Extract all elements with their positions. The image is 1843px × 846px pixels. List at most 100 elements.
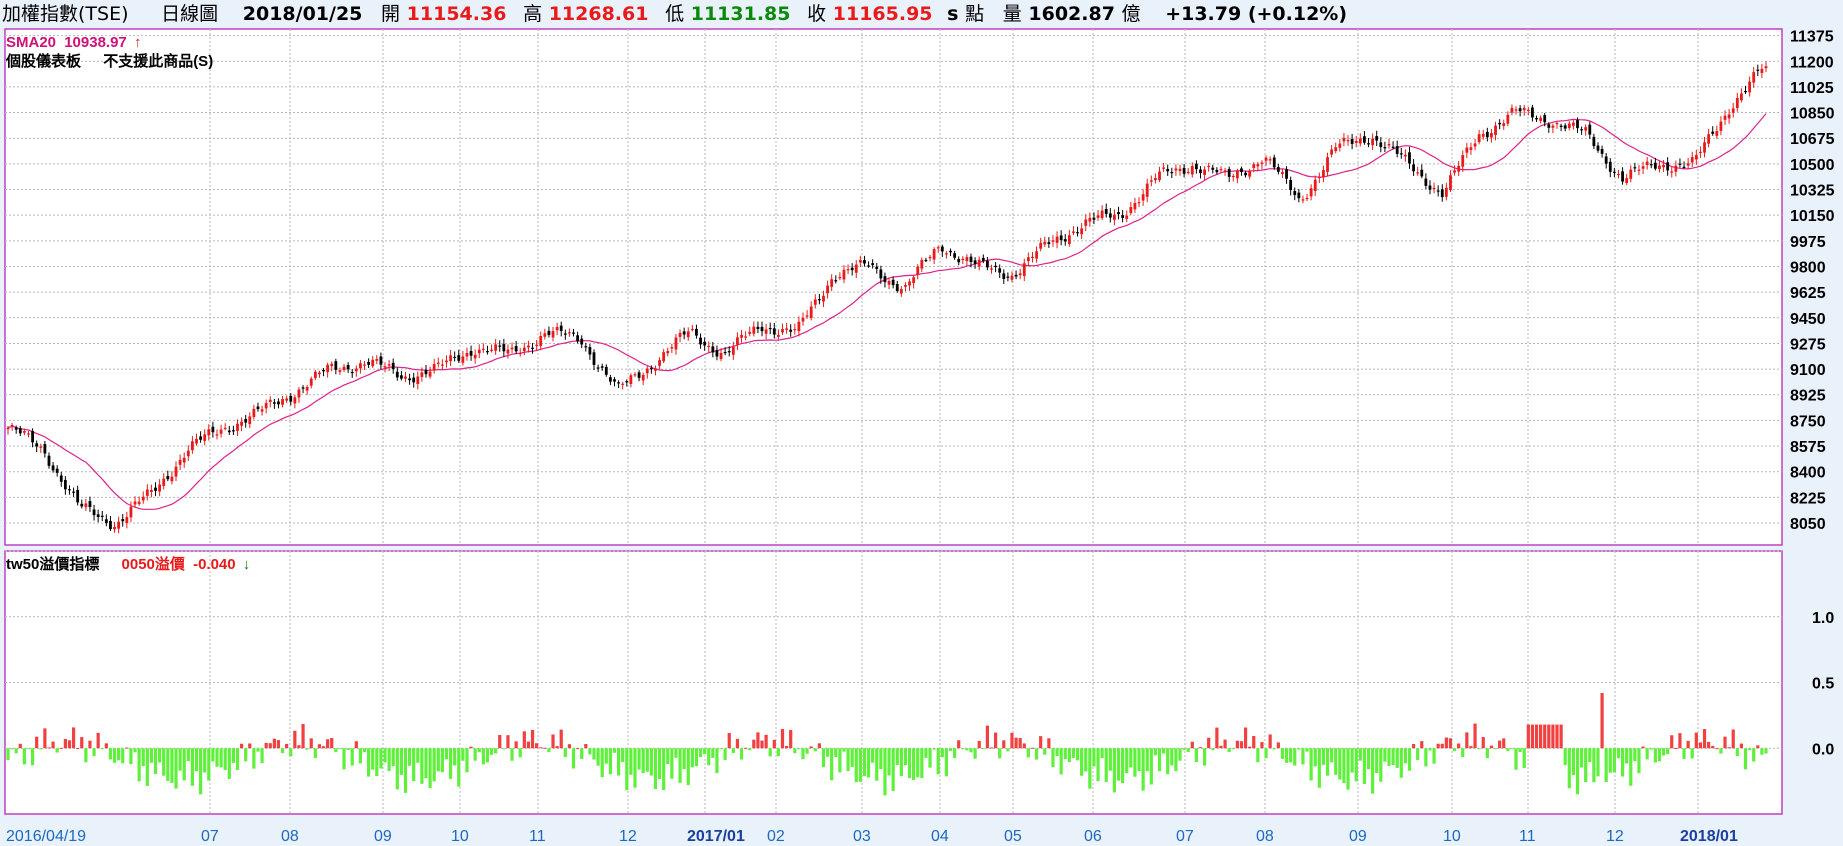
premium-bar [588, 748, 592, 755]
premium-bar [502, 748, 506, 750]
y-tick-label: 11025 [1790, 80, 1834, 97]
candlestick [318, 370, 321, 378]
y-tick-label: 10325 [1790, 183, 1835, 200]
premium-bar [760, 740, 764, 749]
index-name[interactable]: 加權指數(TSE) [2, 3, 129, 25]
premium-bar [633, 748, 637, 788]
premium-bar [231, 748, 235, 763]
candlestick [1006, 272, 1010, 282]
x-tick-label: 11 [529, 828, 546, 845]
candlestick [145, 484, 149, 501]
premium-bar [71, 727, 76, 749]
premium-bar [813, 748, 817, 752]
candlestick [39, 443, 43, 453]
premium-bar [703, 748, 707, 755]
candlestick [891, 276, 895, 289]
premium-bar [88, 740, 92, 749]
candlestick [1367, 137, 1370, 148]
candlestick [1199, 166, 1202, 179]
premium-bar [248, 743, 252, 749]
candlestick [568, 328, 571, 337]
premium-bar [1313, 748, 1317, 767]
premium-bar [1108, 748, 1112, 771]
candlestick [830, 274, 834, 292]
candlestick [690, 324, 694, 332]
premium-bar [18, 743, 22, 749]
premium-bar [993, 732, 998, 749]
sma-legend: SMA20 10938.97 ↑ [6, 34, 141, 51]
premium-bar [1289, 748, 1293, 763]
premium-bar [1280, 748, 1285, 759]
premium-bar [55, 748, 59, 753]
candlestick [1272, 154, 1276, 170]
candlestick [1334, 142, 1338, 154]
candlestick [772, 322, 776, 339]
candlestick [477, 344, 481, 359]
candlestick [613, 377, 616, 387]
candlestick [1711, 126, 1715, 136]
candlestick [1510, 104, 1514, 116]
candlestick [1039, 237, 1043, 252]
premium-bar [1510, 748, 1514, 750]
premium-bar [1481, 737, 1485, 749]
candlestick [481, 343, 485, 353]
premium-bar [1284, 748, 1289, 763]
candlestick [707, 341, 711, 353]
premium-bar [543, 747, 547, 749]
candlestick [703, 337, 707, 351]
candlestick [1432, 182, 1436, 194]
candlestick [1424, 173, 1428, 190]
premium-bar [719, 748, 723, 750]
high-label: 高 [523, 3, 543, 25]
candlestick [543, 328, 547, 340]
premium-bar [1379, 748, 1383, 782]
candlestick [113, 521, 116, 533]
premium-bar [14, 748, 18, 754]
candlestick [1035, 246, 1038, 263]
y-tick-label: 0.0 [1812, 741, 1834, 758]
premium-bar [580, 748, 584, 759]
premium-bar [1264, 748, 1268, 759]
premium-bar [256, 748, 260, 752]
candlestick [211, 421, 215, 438]
candlestick [1072, 226, 1075, 236]
candlestick [973, 257, 977, 269]
premium-bar [379, 748, 383, 769]
premium-bar [1219, 745, 1223, 749]
candlestick [617, 380, 620, 389]
candlestick [858, 255, 862, 267]
period-label[interactable]: 日線圖 [161, 3, 219, 25]
premium-bar [1371, 748, 1375, 794]
candlestick [47, 452, 51, 469]
premium-bar [1731, 729, 1735, 749]
candlestick [1539, 115, 1543, 124]
premium-bar [1506, 748, 1510, 752]
candlestick [1674, 160, 1678, 177]
premium-bar [785, 745, 789, 749]
candlestick [789, 324, 793, 337]
candlestick [887, 277, 891, 290]
candlestick [1567, 121, 1571, 131]
premium-bar [313, 748, 317, 758]
premium-bar [944, 748, 949, 777]
premium-bar [1137, 748, 1141, 771]
premium-bar [1301, 748, 1305, 765]
candlestick [1600, 145, 1604, 158]
premium-bar [1723, 736, 1727, 749]
candlestick [1633, 162, 1637, 173]
candlestick [379, 352, 383, 370]
candlestick [1473, 139, 1477, 151]
premium-bar [653, 748, 658, 790]
candlestick [1174, 164, 1178, 176]
sma-value: 10938.97 [64, 34, 127, 51]
candlestick [1481, 129, 1485, 140]
premium-bar [1563, 748, 1567, 766]
candlestick [895, 280, 899, 293]
premium-bar [346, 748, 350, 750]
candlestick [158, 479, 162, 497]
premium-bar [1657, 748, 1662, 762]
volume-unit: 億 [1121, 3, 1141, 25]
candlestick [916, 264, 920, 280]
candlestick [1113, 209, 1116, 226]
candlestick [125, 511, 129, 529]
